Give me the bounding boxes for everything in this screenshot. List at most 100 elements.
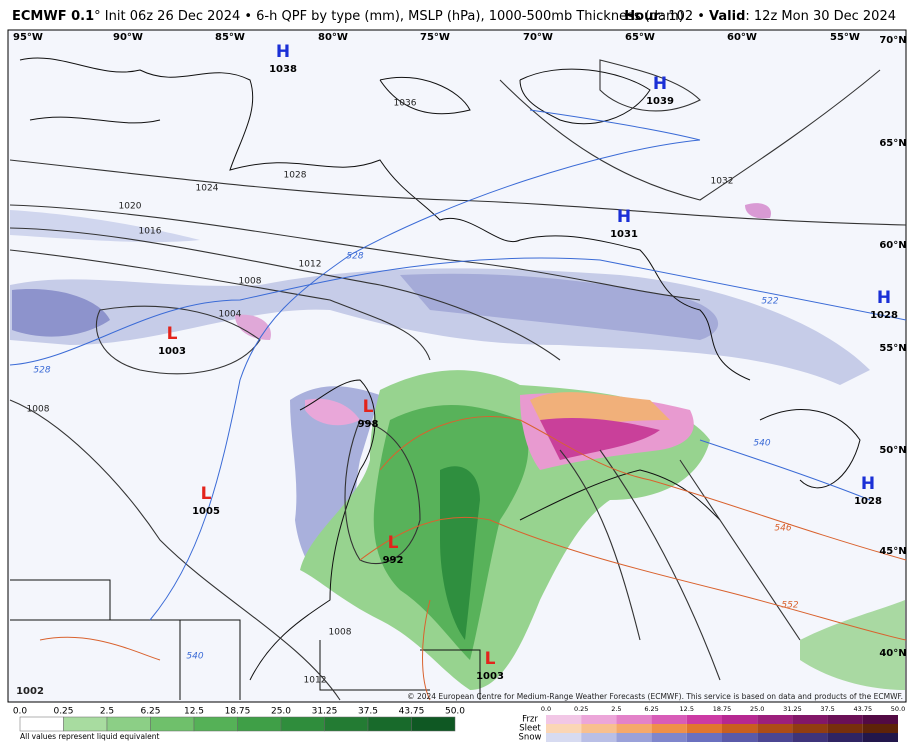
longitude-label: 60°W (727, 32, 757, 43)
winter-color-cell (581, 715, 617, 724)
longitude-label: 55°W (830, 32, 860, 43)
rain-value: 0.25 (53, 707, 73, 717)
frzr (745, 203, 771, 219)
isobar-label: 1008 (239, 277, 262, 287)
winter-value: 31.25 (783, 705, 802, 713)
pressure-center-value: 998 (358, 419, 379, 430)
isobars (9, 59, 907, 701)
frzr (235, 314, 271, 340)
longitude-label: 65°W (625, 32, 655, 43)
precip-type: Frzr (522, 715, 538, 725)
pressure-center-letter: L (388, 533, 399, 553)
pressure-center-value: 1005 (192, 506, 220, 517)
isobar-label: 1024 (196, 184, 219, 194)
pressure-center-letter: L (485, 649, 496, 669)
pressure-center-value: 1028 (854, 496, 882, 507)
rain-value: 50.0 (445, 707, 465, 717)
legend: 0.0 0.25 2.5 6.25 12.5 18.75 25.0 31.25 37.5 43.7… (13, 705, 905, 743)
winter-color-cell (862, 733, 898, 742)
isobar-label: 1028 (284, 171, 307, 181)
rain-color-cell (193, 716, 238, 732)
rain-value: 37.5 (358, 707, 378, 717)
rain-value: 25.0 (271, 707, 291, 717)
isobar-label: 1002 (16, 686, 44, 697)
winter-value: 12.5 (680, 705, 694, 713)
winter-value: 37.5 (820, 705, 834, 713)
winter-color-cell (686, 724, 722, 733)
legend-note: All values represent liquid equivalent (20, 732, 159, 741)
isobar-label: 1016 (139, 227, 162, 237)
pressure-center-letter: H (877, 288, 891, 308)
rain-value: 31.25 (312, 707, 338, 717)
map-labels: 95°W 90°W 85°W 80°W 75°W 70°W 65°W 60°W 55°W 70°N… (13, 32, 907, 701)
thickness-cold (9, 109, 907, 621)
pressure-center-letter: L (201, 484, 212, 504)
rain-color-cell (367, 716, 412, 732)
winter-color-cell (862, 724, 898, 733)
coastline (29, 68, 651, 125)
model: ECMWF 0.1 (12, 9, 95, 24)
rain-value: 6.25 (140, 707, 160, 717)
rain-color-cell (411, 716, 456, 732)
winter-color-cell (581, 733, 617, 742)
rain-color-cell (324, 716, 369, 732)
winter-value: 25.0 (750, 705, 764, 713)
rain-value: 18.75 (225, 707, 251, 717)
winter-color-cell (616, 733, 652, 742)
latitude-label: 60°N (879, 240, 906, 251)
longitude-label: 70°W (523, 32, 553, 43)
pressure-center-letter: L (363, 397, 374, 417)
latitude-label: 45°N (879, 546, 906, 557)
header: ECMWF 0.1° Init 06z 26 Dec 2024 • 6-h QP… (12, 9, 684, 24)
valid-time: Hour: 102 • Valid: 12z Mon 30 Dec 2024 (624, 9, 896, 24)
longitude-label: 90°W (113, 32, 143, 43)
winter-color-cell (651, 724, 687, 733)
frzr (305, 398, 360, 426)
valid: : 12z Mon 30 Dec 2024 (745, 9, 896, 24)
winter-color-cell (616, 724, 652, 733)
winter-value: 18.75 (713, 705, 732, 713)
snow-light (10, 210, 200, 243)
winter-value: 43.75 (853, 705, 872, 713)
pressure-center-letter: H (617, 207, 631, 227)
isobar-label: 1036 (394, 99, 417, 109)
latitude-label: 50°N (879, 445, 906, 456)
thickness-label: 528 (33, 366, 50, 376)
winter-color-cell (862, 715, 898, 724)
winter-color-cell (581, 724, 617, 733)
pressure-center-value: 1003 (158, 346, 186, 357)
thickness-label: 522 (761, 297, 778, 307)
pressure-center-value: 1031 (610, 229, 638, 240)
winter-color-cell (686, 733, 722, 742)
rain-color-cell (150, 716, 195, 732)
rain-color-cell (63, 716, 108, 732)
winter-color-cell (686, 715, 722, 724)
borders (10, 579, 481, 700)
snow (12, 289, 110, 337)
isobar-label: 1008 (329, 628, 352, 638)
pressure-center-value: 1028 (870, 310, 898, 321)
winter-color-cell (792, 733, 828, 742)
precip-type: Snow (519, 733, 542, 743)
latitude-label: 40°N (879, 648, 906, 659)
copyright: © 2024 European Centre for Medium-Range … (407, 692, 903, 701)
winter-value: 50.0 (891, 705, 905, 713)
latitude-label: 55°N (879, 343, 906, 354)
pressure-center-value: 1039 (646, 96, 674, 107)
winter-color-cell (722, 715, 758, 724)
winter-color-cell (827, 715, 863, 724)
thickness-label: 552 (781, 601, 798, 611)
rain-value: 0.0 (13, 707, 28, 717)
valid-label: Valid (709, 9, 746, 24)
thickness-label: 540 (186, 652, 203, 662)
hour-label: Hour (624, 9, 660, 24)
winter-color-cell (651, 715, 687, 724)
winter-color-cell (757, 715, 793, 724)
isobar-label: 1012 (299, 260, 322, 270)
winter-color-cell (792, 715, 828, 724)
thickness-warm (39, 416, 907, 701)
winter-color-cell (827, 724, 863, 733)
latitude-label: 65°N (879, 138, 906, 149)
